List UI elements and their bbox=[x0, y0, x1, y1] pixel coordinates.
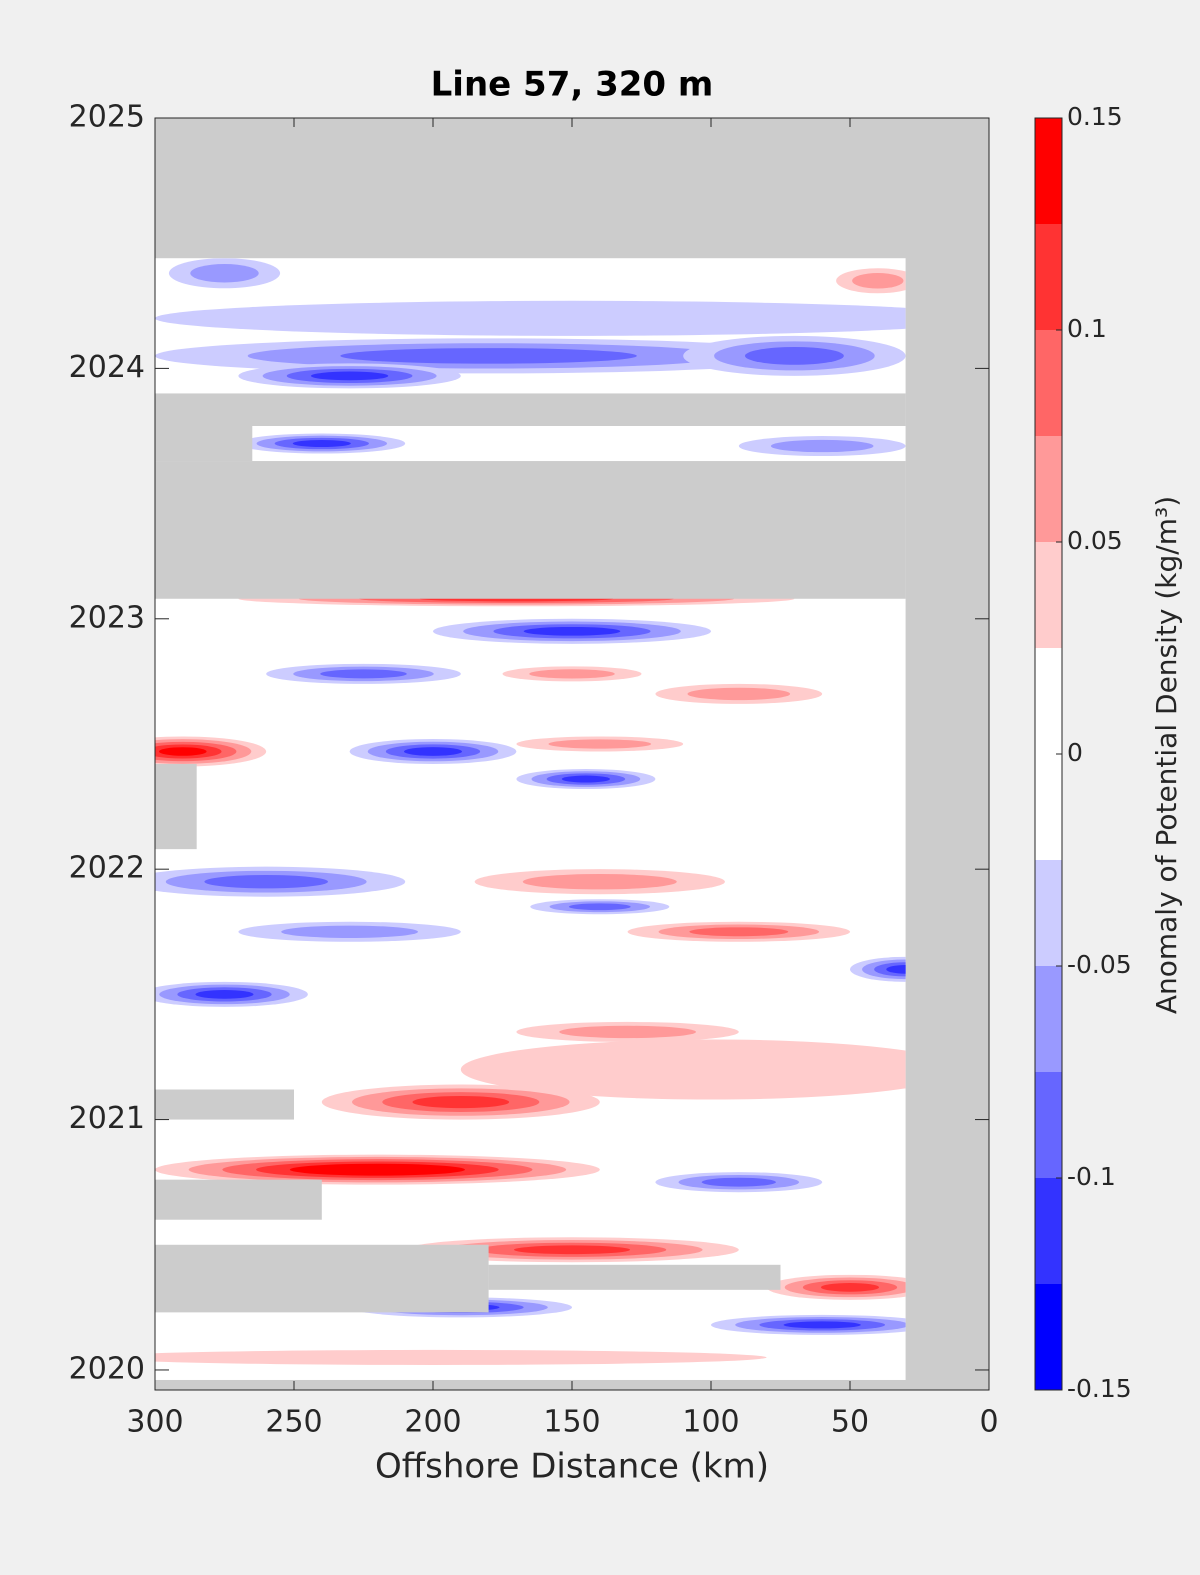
contour-region bbox=[204, 875, 328, 889]
y-tick-label: 2021 bbox=[69, 1101, 145, 1136]
contour-region bbox=[412, 1095, 510, 1109]
y-tick-label: 2024 bbox=[69, 350, 145, 385]
x-tick-label: 100 bbox=[682, 1405, 739, 1440]
colorbar-tick-label: 0.1 bbox=[1067, 314, 1107, 343]
contour-region bbox=[158, 747, 207, 756]
colorbar-tick-label: -0.1 bbox=[1067, 1162, 1116, 1191]
colorbar-band bbox=[1035, 224, 1062, 330]
contour-region bbox=[529, 669, 615, 679]
contour-region bbox=[559, 1025, 697, 1039]
contour-field bbox=[155, 258, 906, 1365]
x-tick-label: 200 bbox=[404, 1405, 461, 1440]
colorbar-label: Anomaly of Potential Density (kg/m³) bbox=[1150, 496, 1183, 1014]
missing-data bbox=[155, 764, 197, 850]
x-tick-label: 300 bbox=[126, 1405, 183, 1440]
contour-region bbox=[689, 927, 789, 937]
contour-region bbox=[886, 964, 906, 974]
x-tick-label: 0 bbox=[979, 1405, 998, 1440]
colorbar-tick-label: 0 bbox=[1067, 738, 1083, 767]
missing-data bbox=[155, 1244, 489, 1313]
contour-region bbox=[190, 263, 259, 283]
colorbar-band bbox=[1035, 118, 1062, 224]
contour-region bbox=[155, 300, 906, 336]
missing-data bbox=[155, 461, 906, 599]
missing-data bbox=[155, 393, 906, 426]
missing-data bbox=[155, 1089, 294, 1120]
x-tick-label: 250 bbox=[265, 1405, 322, 1440]
x-tick-label: 150 bbox=[543, 1405, 600, 1440]
contour-region bbox=[281, 925, 419, 938]
contour-region bbox=[687, 687, 791, 701]
contour-region bbox=[783, 1321, 861, 1329]
contour-region bbox=[292, 440, 351, 447]
colorbar-tick-label: -0.05 bbox=[1067, 950, 1132, 979]
contour-region bbox=[155, 1349, 767, 1365]
colorbar-tick-label: -0.15 bbox=[1067, 1374, 1132, 1403]
contour-region bbox=[310, 371, 389, 381]
colorbar-band bbox=[1035, 648, 1062, 754]
colorbar-band bbox=[1035, 860, 1062, 966]
colorbar-tick-label: 0.15 bbox=[1067, 102, 1123, 131]
contour-region bbox=[852, 273, 904, 289]
colorbar-band bbox=[1035, 330, 1062, 436]
contour-region bbox=[770, 439, 874, 453]
colorbar-band bbox=[1035, 1072, 1062, 1178]
missing-data bbox=[155, 425, 253, 462]
contour-region bbox=[701, 1177, 776, 1187]
contour-region bbox=[548, 739, 652, 749]
contour-region bbox=[568, 903, 631, 911]
contour-region bbox=[561, 775, 611, 783]
missing-data bbox=[488, 1264, 781, 1290]
y-tick-label: 2023 bbox=[69, 600, 145, 635]
missing-data bbox=[155, 1179, 322, 1220]
x-axis-label: Offshore Distance (km) bbox=[375, 1447, 769, 1487]
colorbar-band bbox=[1035, 542, 1062, 648]
contour-region bbox=[323, 1166, 432, 1174]
y-tick-label: 2025 bbox=[69, 100, 145, 135]
chart-title: Line 57, 320 m bbox=[431, 65, 714, 105]
colorbar-band bbox=[1035, 436, 1062, 542]
contour-region bbox=[340, 348, 637, 364]
contour-region bbox=[403, 747, 463, 756]
contour-region bbox=[522, 873, 677, 890]
contour-region bbox=[523, 626, 621, 636]
x-tick-label: 50 bbox=[831, 1405, 869, 1440]
colorbar-band bbox=[1035, 1178, 1062, 1284]
contour-region bbox=[320, 669, 407, 679]
contour-region bbox=[460, 1039, 906, 1100]
colorbar-band bbox=[1035, 1284, 1062, 1390]
contour-region bbox=[820, 1282, 880, 1292]
colorbar-tick-label: 0.05 bbox=[1067, 526, 1123, 555]
colorbar-band bbox=[1035, 966, 1062, 1072]
contour-region bbox=[195, 990, 254, 999]
y-tick-label: 2020 bbox=[69, 1351, 145, 1386]
contour-region bbox=[513, 1245, 631, 1255]
y-tick-label: 2022 bbox=[69, 851, 145, 886]
contour-region bbox=[744, 346, 844, 365]
colorbar-band bbox=[1035, 754, 1062, 860]
